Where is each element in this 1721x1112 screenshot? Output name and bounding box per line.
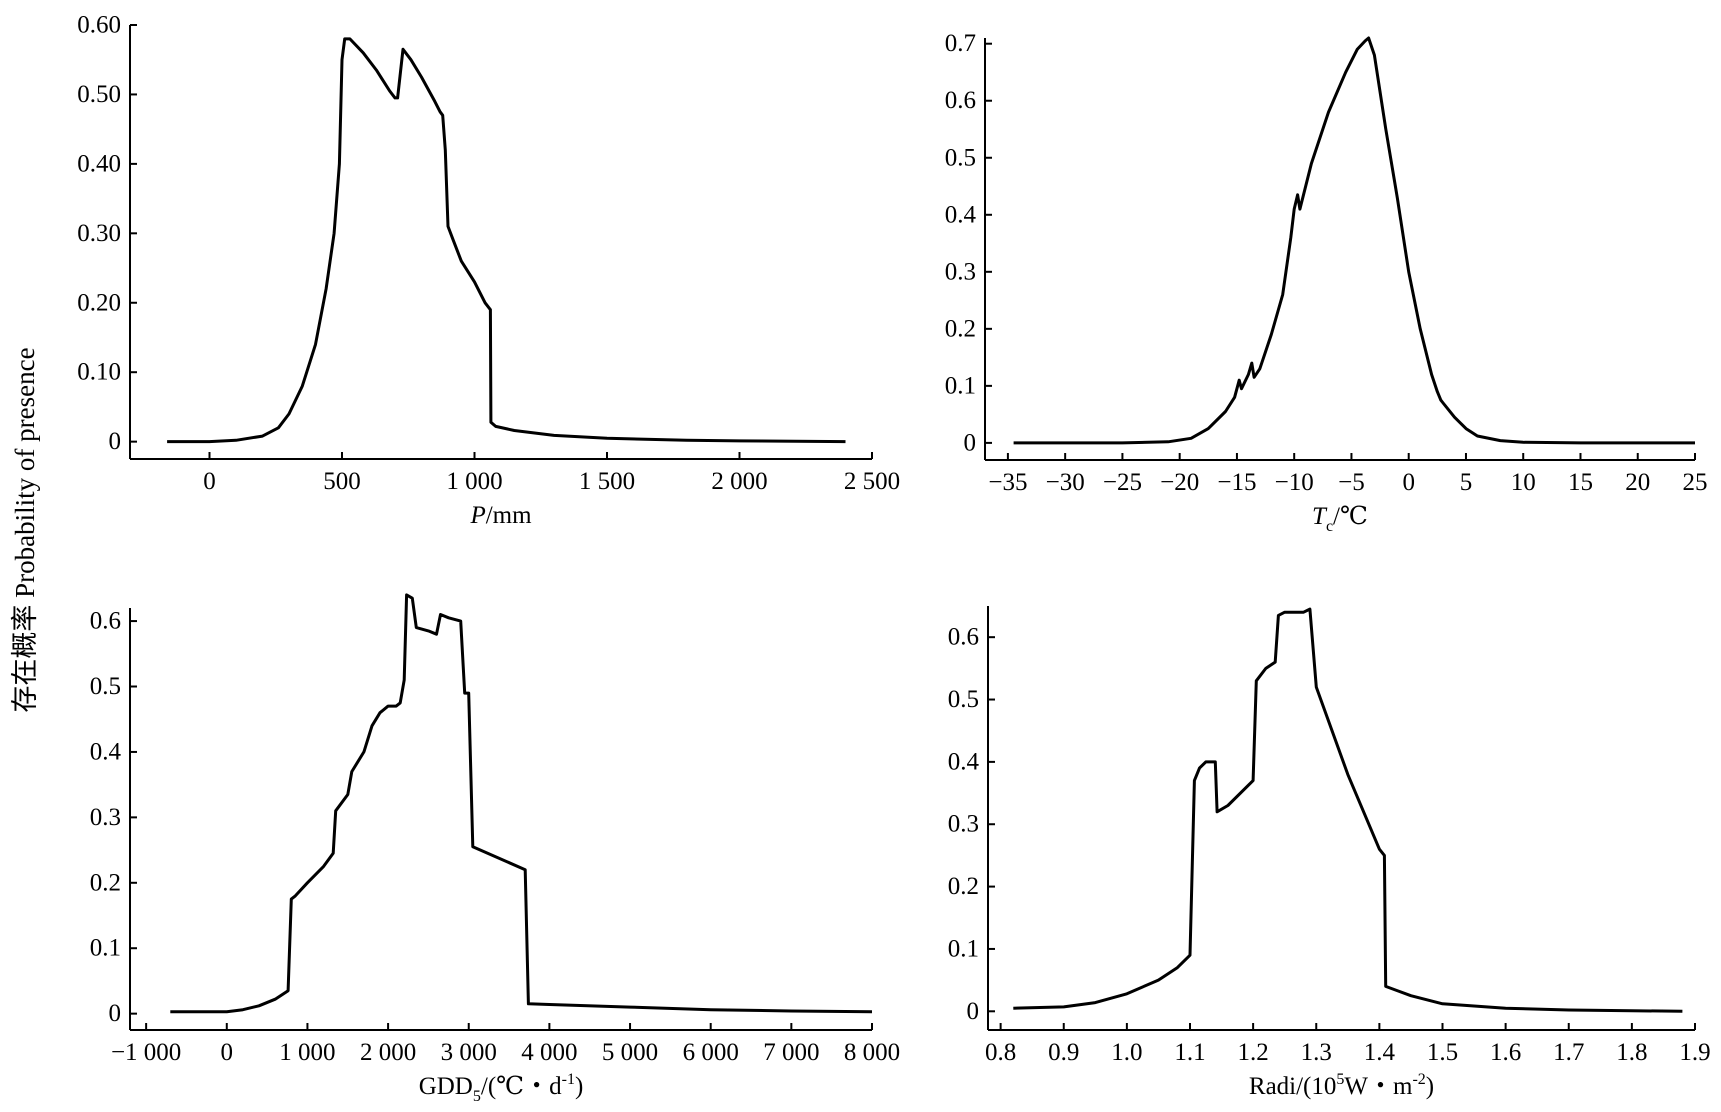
x-tick-label: 1.3	[1301, 1039, 1332, 1066]
y-tick-label: 0	[967, 998, 980, 1025]
y-tick-label: 0.30	[77, 220, 121, 247]
x-tick-label: 0	[221, 1039, 234, 1066]
x-tick-label: 1 000	[446, 468, 502, 495]
x-tick-label: 1 000	[279, 1039, 335, 1066]
x-tick-label: 1.5	[1427, 1039, 1458, 1066]
x-tick-label: 1.0	[1111, 1039, 1142, 1066]
y-tick-label: 0.20	[77, 289, 121, 316]
y-tick-label: 0.4	[90, 738, 122, 765]
x-tick-label: −25	[1103, 469, 1142, 496]
x-tick-label: 1.9	[1679, 1039, 1710, 1066]
y-tick-label: 0.3	[948, 811, 979, 838]
series-line-1	[1013, 36, 1695, 445]
x-tick-label: −10	[1275, 469, 1314, 496]
y-tick-label: 0.4	[948, 748, 980, 775]
series-line-1	[167, 37, 846, 444]
y-tick-label: 0.6	[945, 87, 976, 114]
shared-y-axis-title: 存在概率 Probability of presence	[10, 347, 40, 712]
y-tick-label: 0.1	[945, 372, 976, 399]
x-tick-label: −5	[1338, 469, 1365, 496]
chart-panel-2: −35 −30 −25 −20 −15 −10 −5 0 5 10 15 20 25 0 0.1 0.2 0.3…	[945, 30, 1708, 535]
y-tick-label: 0.5	[90, 673, 121, 700]
x-tick-label: 15	[1568, 469, 1593, 496]
y-tick-label: 0.40	[77, 150, 121, 177]
chart-panels: 0 500 1 000 1 500 2 000 2 50000.100.200.300.4…	[77, 12, 1710, 1106]
x-tick-label: 7 000	[763, 1039, 819, 1066]
x-tick-label: 0.8	[985, 1039, 1016, 1066]
series-line-1	[1013, 607, 1683, 1013]
series-line-1	[170, 593, 873, 1014]
y-tick-label: 0	[109, 1000, 122, 1027]
chart-panel-3: −1 000 0 1 000 2 000 3 000 4 000 5 000 6 000 7 0…	[90, 593, 900, 1105]
y-tick-label: 0.5	[945, 144, 976, 171]
chart-panel-4: 0.8 0.9 1.0 1.1 1.2 1.3 1.4 1.5 1.6 1.7 1.8 1.9 0 0.1…	[948, 606, 1711, 1100]
x-axis-title: Radi/(105W・m-2)	[1249, 1071, 1434, 1100]
y-tick-label: 0.10	[77, 359, 121, 386]
x-tick-label: 1.7	[1553, 1039, 1584, 1066]
x-tick-label: −35	[988, 469, 1027, 496]
x-tick-label: 0.9	[1048, 1039, 1079, 1066]
x-tick-label: 2 500	[844, 468, 900, 495]
x-axis-title: Tc/℃	[1312, 503, 1368, 535]
chart-panel-1: 0 500 1 000 1 500 2 000 2 500 0 0.10 0.20 0.30 0.4…	[77, 12, 900, 530]
x-tick-label: 20	[1625, 469, 1650, 496]
x-axis-title: P/mm	[469, 502, 532, 529]
y-tick-label: 0.60	[77, 12, 121, 39]
x-tick-label: 4 000	[521, 1039, 577, 1066]
x-tick-label: 2 000	[711, 468, 767, 495]
y-tick-label: 0.2	[90, 869, 121, 896]
x-tick-label: 5 000	[602, 1039, 658, 1066]
x-tick-label: 8 000	[844, 1039, 900, 1066]
x-tick-label: 1.6	[1490, 1039, 1521, 1066]
y-tick-label: 0.7	[945, 30, 976, 57]
x-tick-label: 0	[1402, 469, 1415, 496]
x-tick-label: 1.4	[1364, 1039, 1396, 1066]
x-tick-label: 1.2	[1238, 1039, 1269, 1066]
x-tick-label: 1.1	[1174, 1039, 1205, 1066]
y-tick-label: 0.6	[948, 624, 979, 651]
y-tick-label: 0	[964, 429, 977, 456]
x-tick-label: 5	[1460, 469, 1473, 496]
y-tick-label: 0.4	[945, 201, 977, 228]
x-axis-title: GDD5/(℃・d-1)	[419, 1071, 584, 1105]
y-tick-label: 0.1	[90, 935, 121, 962]
x-tick-label: 10	[1511, 469, 1536, 496]
x-tick-label: 2 000	[360, 1039, 416, 1066]
x-tick-label: 1.8	[1616, 1039, 1647, 1066]
x-tick-label: 3 000	[441, 1039, 497, 1066]
x-tick-label: −30	[1046, 469, 1085, 496]
y-tick-label: 0.2	[945, 315, 976, 342]
x-tick-label: 0	[203, 468, 216, 495]
y-tick-label: 0	[109, 428, 122, 455]
x-tick-label: 500	[323, 468, 361, 495]
x-tick-label: 6 000	[683, 1039, 739, 1066]
y-tick-label: 0.1	[948, 935, 979, 962]
y-tick-label: 0.3	[90, 804, 121, 831]
y-tick-label: 0.2	[948, 873, 979, 900]
x-tick-label: −15	[1217, 469, 1256, 496]
y-tick-label: 0.3	[945, 258, 976, 285]
y-tick-label: 0.6	[90, 608, 121, 635]
x-tick-label: 25	[1683, 469, 1708, 496]
x-tick-label: −20	[1160, 469, 1199, 496]
y-tick-label: 0.5	[948, 686, 979, 713]
x-tick-label: 1 500	[579, 468, 635, 495]
x-tick-label: −1 000	[111, 1039, 181, 1066]
y-tick-label: 0.50	[77, 81, 121, 108]
